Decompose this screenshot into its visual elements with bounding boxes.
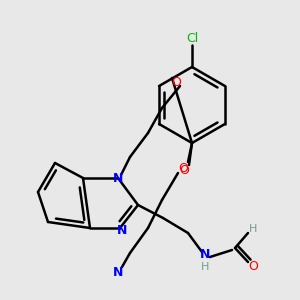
Text: H: H <box>201 262 209 272</box>
Text: O: O <box>171 76 181 88</box>
Text: N: N <box>200 248 210 262</box>
Text: Cl: Cl <box>186 32 198 46</box>
Text: N: N <box>117 224 127 236</box>
Text: O: O <box>178 161 188 175</box>
Text: O: O <box>248 260 258 274</box>
Text: N: N <box>113 172 123 184</box>
Text: H: H <box>249 224 257 234</box>
Text: O: O <box>179 164 189 178</box>
Text: N: N <box>113 266 123 278</box>
